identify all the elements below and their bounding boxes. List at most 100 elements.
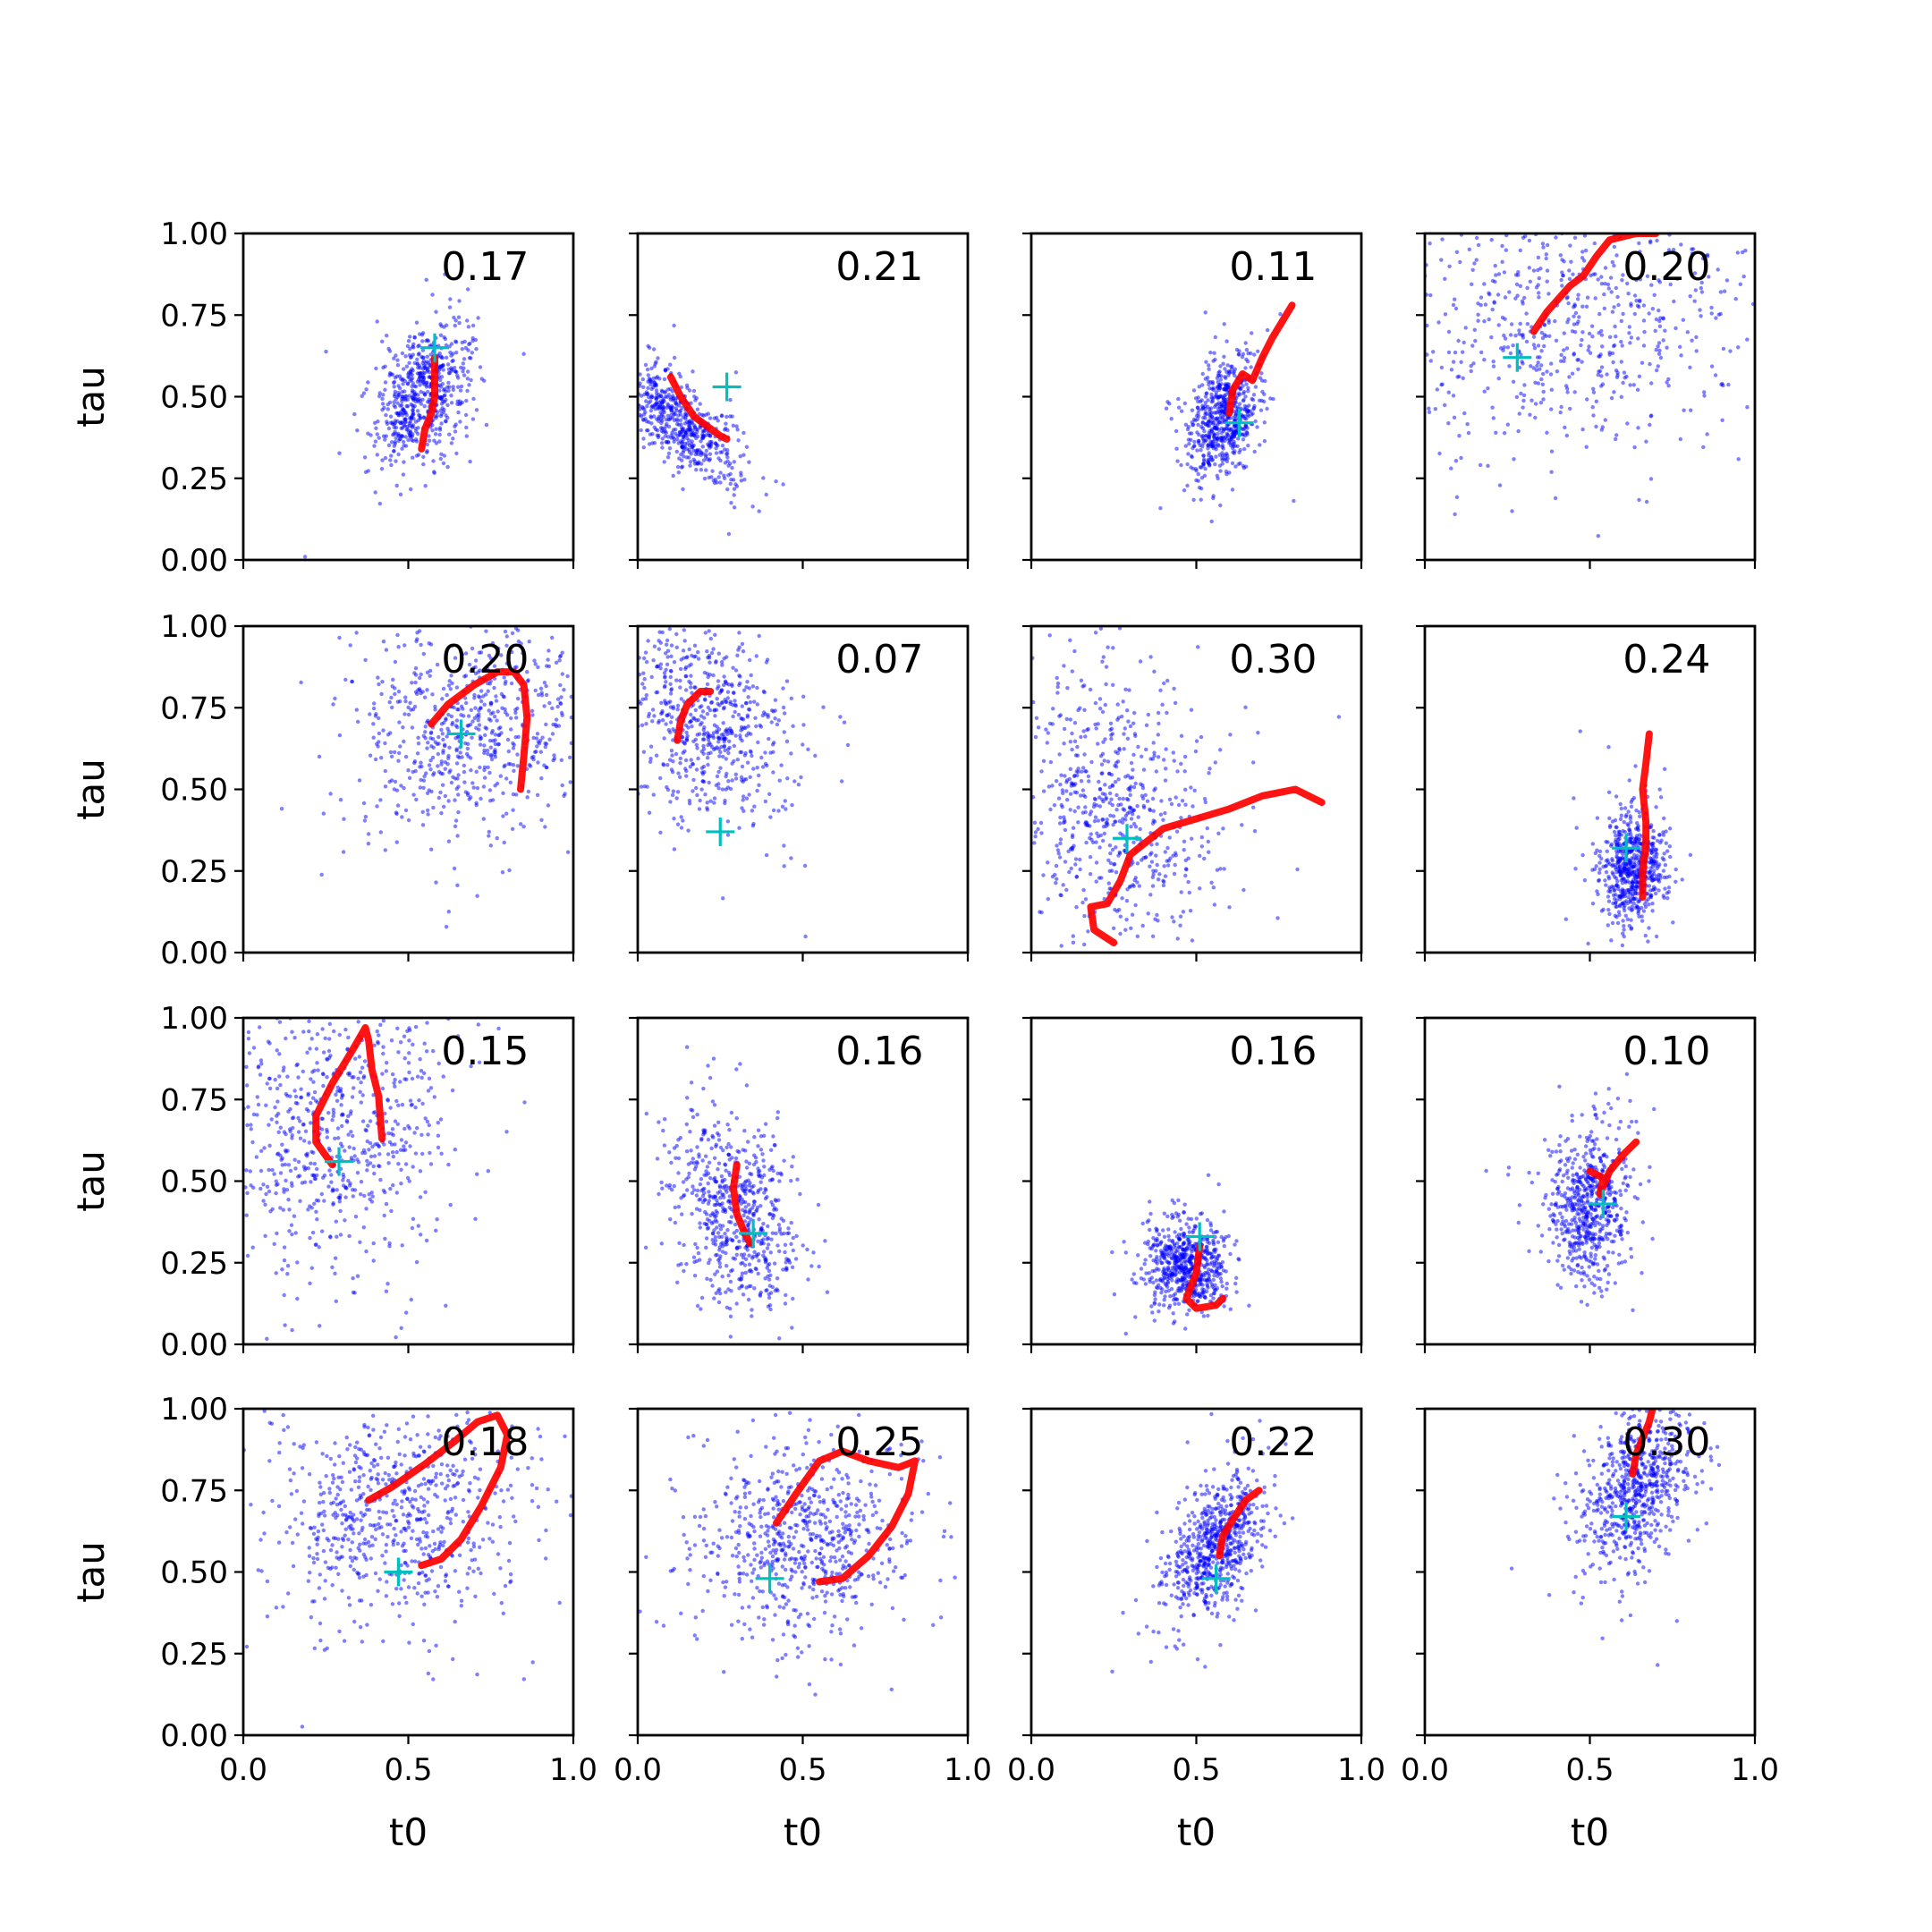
sample-point	[667, 627, 672, 631]
sample-point	[744, 700, 749, 706]
sample-point	[838, 715, 843, 719]
sample-point	[731, 714, 735, 719]
sample-point	[538, 738, 543, 743]
sample-point	[1082, 752, 1087, 757]
sample-point	[302, 555, 308, 559]
sample-point	[678, 756, 682, 761]
sample-point	[1133, 733, 1138, 738]
sample-point	[394, 810, 399, 815]
sample-point	[697, 807, 702, 811]
sample-point	[519, 822, 523, 826]
sample-point	[1080, 900, 1085, 905]
sample-point	[650, 719, 655, 724]
sample-point	[654, 388, 659, 393]
sample-point	[1563, 917, 1569, 921]
sample-point	[377, 391, 382, 395]
sample-point	[1072, 648, 1077, 654]
sample-point	[1525, 285, 1530, 291]
sample-point	[488, 657, 494, 661]
sample-point	[1666, 248, 1672, 252]
sample-point	[741, 809, 746, 813]
sample-point	[1117, 851, 1123, 856]
sample-point	[681, 435, 686, 439]
sample-point	[845, 742, 851, 748]
sample-point	[1104, 797, 1108, 801]
sample-point	[437, 428, 443, 432]
sample-point	[1616, 302, 1621, 308]
sample-point	[1034, 716, 1039, 720]
sample-point	[547, 664, 552, 669]
sample-point	[568, 780, 572, 784]
sample-point	[1089, 759, 1094, 765]
sample-point	[670, 430, 674, 435]
sample-point	[1544, 334, 1548, 338]
sample-point	[1646, 939, 1650, 944]
sample-point	[558, 701, 564, 707]
sample-point	[813, 753, 818, 758]
sample-point	[1101, 655, 1106, 659]
sample-point	[470, 351, 474, 355]
sample-point	[1072, 773, 1077, 778]
sample-point	[428, 642, 434, 647]
sample-point	[1195, 448, 1199, 453]
sample-point	[758, 724, 764, 729]
sample-point	[676, 771, 681, 775]
sample-point	[1106, 881, 1112, 886]
sample-point	[1216, 431, 1220, 436]
sample-point	[694, 468, 699, 472]
sample-point	[1584, 304, 1589, 309]
sample-point	[668, 362, 673, 367]
sample-point	[657, 720, 661, 725]
sample-point	[1214, 390, 1218, 394]
sample-point	[1162, 864, 1166, 869]
sample-point	[1545, 268, 1550, 273]
sample-point	[708, 708, 713, 713]
sample-point	[1099, 771, 1104, 775]
sample-point	[689, 758, 693, 762]
sample-point	[1479, 302, 1483, 308]
sample-point	[691, 388, 697, 394]
sample-point	[1093, 722, 1097, 727]
sample-point	[1625, 281, 1630, 286]
sample-point	[453, 776, 458, 781]
sample-point	[1199, 398, 1204, 402]
sample-point	[565, 674, 570, 679]
sample-point	[456, 784, 461, 789]
sample-point	[1610, 259, 1615, 265]
sample-point	[1098, 707, 1103, 711]
sample-point	[1089, 809, 1094, 814]
sample-point	[379, 467, 385, 471]
sample-point	[738, 681, 742, 686]
sample-point	[1666, 377, 1671, 382]
sample-point	[479, 706, 483, 710]
sample-point	[439, 421, 444, 426]
sample-point	[727, 739, 732, 743]
sample-point	[385, 419, 389, 424]
sample-point	[416, 741, 421, 746]
sample-point	[1635, 387, 1640, 392]
sample-point	[1588, 351, 1593, 355]
sample-point	[396, 645, 401, 649]
sample-point	[1507, 364, 1512, 369]
sample-point	[675, 790, 681, 794]
sample-point	[1172, 919, 1176, 924]
sample-point	[1097, 804, 1103, 809]
sample-point	[1211, 494, 1216, 498]
sample-point	[1222, 387, 1226, 392]
sample-point	[1713, 373, 1718, 377]
sample-point	[732, 460, 736, 464]
sample-point	[502, 764, 506, 769]
sample-point	[455, 834, 460, 838]
sample-point	[1149, 843, 1154, 847]
sample-point	[639, 784, 644, 789]
sample-point	[1073, 857, 1079, 861]
sample-point	[1714, 316, 1718, 320]
sample-point	[740, 778, 744, 783]
sample-point	[389, 440, 394, 445]
sample-point	[521, 825, 526, 829]
sample-point	[331, 702, 335, 707]
sample-point	[377, 436, 381, 440]
sample-point	[410, 425, 414, 429]
sample-point	[465, 746, 470, 751]
sample-point	[1521, 405, 1525, 410]
